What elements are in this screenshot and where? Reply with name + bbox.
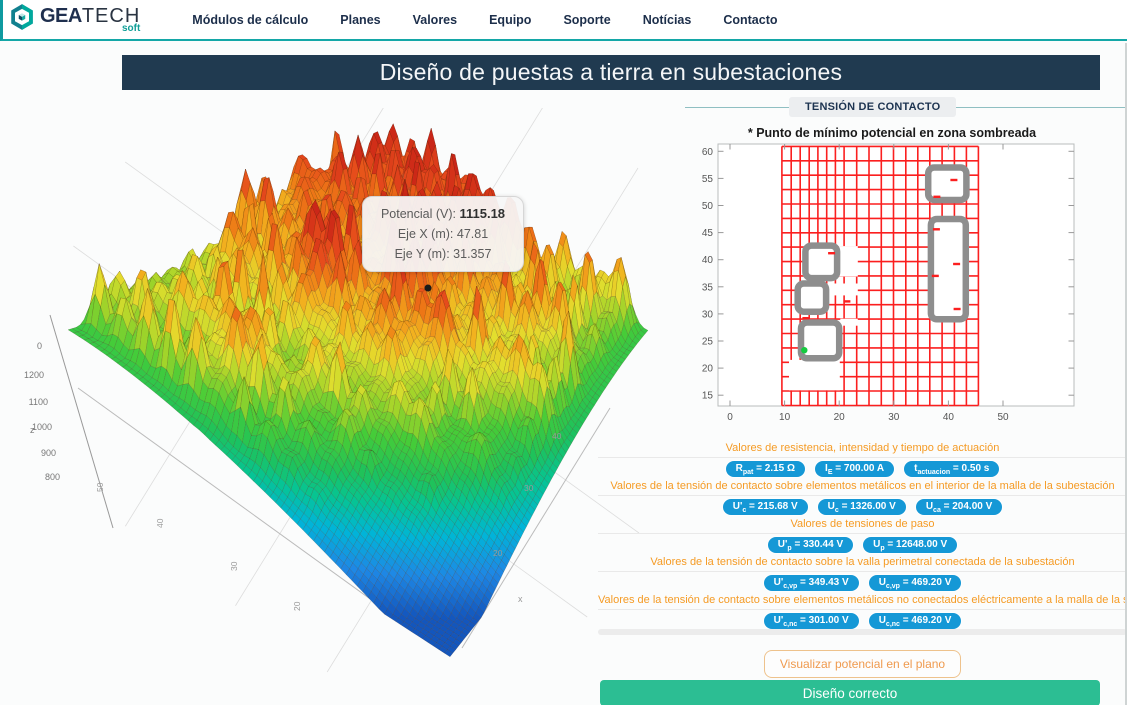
- page-title: Diseño de puestas a tierra en subestacio…: [122, 55, 1100, 90]
- logo-light: TECH: [81, 4, 141, 27]
- separator-line-left: [685, 106, 789, 108]
- separator-bar: [598, 629, 1127, 635]
- svg-text:x: x: [518, 594, 523, 604]
- nav-item-valores[interactable]: Valores: [412, 12, 458, 27]
- value-badge: Up = 12648.00 V: [863, 537, 958, 553]
- surface-3d-plot[interactable]: 0 1200 1100 1000 900 800 z 40 30 20 x 50 40 30 20 Pote…: [20, 22, 680, 673]
- logo-soft: soft: [121, 22, 141, 34]
- section-label: TENSIÓN DE CONTACTO: [789, 97, 957, 117]
- value-badge: tactuacion = 0.50 s: [904, 461, 1000, 477]
- value-badge: Rpat = 2.15 Ω: [725, 461, 806, 477]
- value-badge: U'c,nc = 301.00 V: [763, 613, 859, 629]
- svg-text:20: 20: [292, 601, 302, 611]
- main-nav: Módulos de cálculo Planes Valores Equipo Sop…: [192, 13, 777, 27]
- hairline: [598, 495, 1127, 496]
- nav-item-soporte[interactable]: Soporte: [563, 12, 611, 27]
- logo-main: GEA: [40, 4, 82, 27]
- tooltip-x: Eje X (m): 47.81: [397, 227, 489, 241]
- svg-text:1100: 1100: [29, 397, 48, 407]
- logo-text: GEATECH soft: [40, 6, 140, 34]
- badge-row: U'c,vp = 349.43 V Uc,vp = 469.20 V: [598, 575, 1127, 591]
- svg-text:900: 900: [41, 448, 56, 458]
- svg-text:30: 30: [229, 561, 239, 571]
- logo[interactable]: GEATECH soft: [9, 3, 140, 36]
- svg-text:1000: 1000: [32, 422, 52, 432]
- svg-text:40: 40: [155, 518, 165, 528]
- result-section: Valores de resistencia, intensidad y tie…: [598, 442, 1127, 477]
- svg-text:z: z: [30, 425, 35, 435]
- svg-text:800: 800: [45, 472, 60, 482]
- value-badge: U'p = 330.44 V: [767, 537, 854, 553]
- nav-item-equipo[interactable]: Equipo: [489, 12, 532, 27]
- tooltip-y: Eje Y (m): 31.357: [394, 247, 492, 261]
- scrollbar-track[interactable]: [1125, 43, 1127, 705]
- hairline: [598, 571, 1127, 572]
- value-badge: Uc,vp = 469.20 V: [868, 575, 962, 591]
- badge-row: U'p = 330.44 V Up = 12648.00 V: [598, 537, 1127, 553]
- logo-hexagon-icon: [9, 3, 35, 36]
- surface-canvas[interactable]: 0 1200 1100 1000 900 800 z 40 30 20 x 50 40 30 20: [20, 22, 680, 673]
- header: GEATECH soft Módulos de cálculo Planes Val…: [0, 0, 1127, 41]
- result-section-label: Valores de la tensión de contacto sobre …: [650, 556, 1075, 568]
- hairline: [598, 533, 1127, 534]
- svg-text:50: 50: [95, 482, 105, 492]
- grid-plot-title: * Punto de mínimo potencial en zona somb…: [747, 126, 1037, 140]
- nav-item-planes[interactable]: Planes: [340, 12, 381, 27]
- visualize-button-row: Visualizar potencial en el plano: [598, 650, 1127, 678]
- separator-line-right: [956, 106, 1127, 108]
- result-section: Valores de la tensión de contacto sobre …: [598, 480, 1127, 515]
- result-section-label: Valores de tensiones de paso: [790, 518, 935, 530]
- result-section-label: Valores de la tensión de contacto sobre …: [610, 480, 1115, 492]
- hover-tooltip: Potencial (V): 1115.18 Eje X (m): 47.81 …: [362, 196, 524, 272]
- nav-item-noticias[interactable]: Notícias: [642, 12, 692, 27]
- value-badge: IE = 700.00 A: [815, 461, 895, 477]
- tooltip-potential: Potencial (V): 1115.18: [380, 206, 506, 221]
- svg-text:1200: 1200: [24, 370, 44, 380]
- nav-item-modulos[interactable]: Módulos de cálculo: [192, 12, 309, 27]
- value-badge: U'c,vp = 349.43 V: [763, 575, 859, 591]
- visualize-potential-button[interactable]: Visualizar potencial en el plano: [763, 650, 962, 678]
- hairline: [598, 609, 1127, 610]
- correct-design-button[interactable]: Diseño correcto: [600, 680, 1100, 705]
- badge-row: U'c = 215.68 V Uc = 1326.00 V Uca = 204.00…: [598, 499, 1127, 515]
- value-badge: Uc = 1326.00 V: [817, 499, 906, 515]
- result-section: Valores de la tensión de contacto sobre …: [598, 594, 1127, 629]
- value-badge: U'c = 215.68 V: [722, 499, 808, 515]
- results-sections: Valores de resistencia, intensidad y tie…: [598, 442, 1127, 632]
- result-section: Valores de la tensión de contacto sobre …: [598, 556, 1127, 591]
- contact-grid-plot[interactable]: * Punto de mínimo potencial en zona somb…: [692, 126, 1092, 436]
- value-badge: Uc,nc = 469.20 V: [868, 613, 962, 629]
- svg-text:20: 20: [493, 548, 503, 558]
- badge-row: U'c,nc = 301.00 V Uc,nc = 469.20 V: [598, 613, 1127, 629]
- svg-text:40: 40: [552, 431, 562, 441]
- nav-item-contacto[interactable]: Contacto: [723, 12, 778, 27]
- result-section-label: Valores de la tensión de contacto sobre …: [598, 594, 1127, 606]
- svg-text:30: 30: [524, 483, 534, 493]
- hairline: [598, 457, 1127, 458]
- result-section-label: Valores de resistencia, intensidad y tie…: [725, 442, 1000, 454]
- badge-row: Rpat = 2.15 Ω IE = 700.00 A tactuacion = 0…: [598, 461, 1127, 477]
- section-separator: TENSIÓN DE CONTACTO: [685, 96, 1127, 118]
- value-badge: Uca = 204.00 V: [915, 499, 1003, 515]
- result-section: Valores de tensiones de paso U'p = 330.44…: [598, 518, 1127, 553]
- svg-text:0: 0: [37, 341, 42, 351]
